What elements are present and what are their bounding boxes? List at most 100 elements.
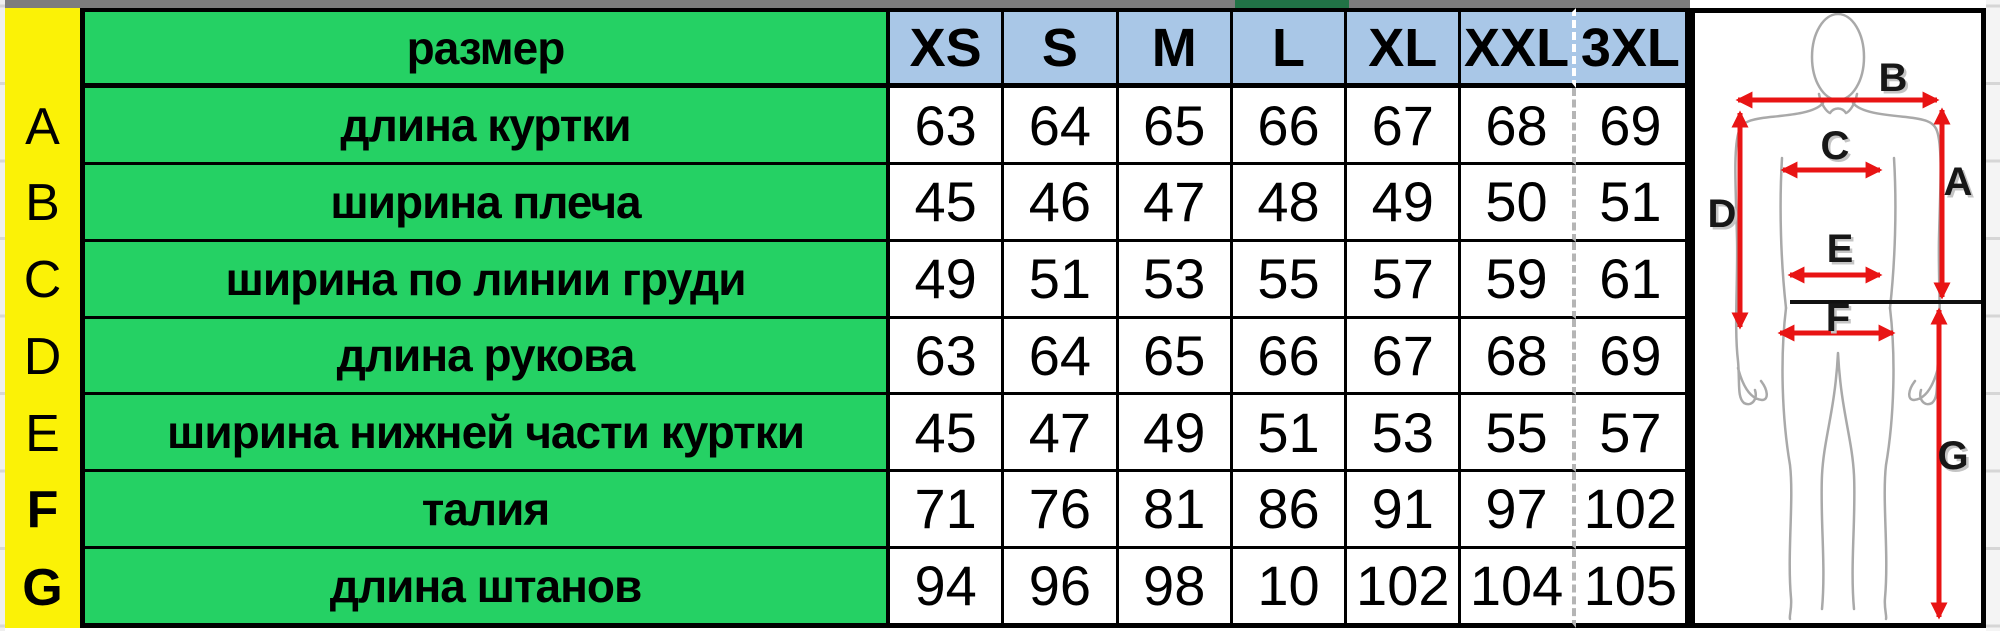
size-value-cell: 51 xyxy=(1575,164,1690,242)
measure-label-e: E xyxy=(1827,227,1854,271)
size-value-cell: 57 xyxy=(1575,395,1690,473)
row-letter-cell: B xyxy=(5,164,85,242)
figure-panel: B A C D E F G xyxy=(1690,8,1986,628)
row-letter-cell: E xyxy=(5,395,85,473)
measure-label-g: G xyxy=(1937,434,1968,478)
size-value-cell: 68 xyxy=(1461,88,1576,165)
size-value-cell: 46 xyxy=(1004,164,1119,242)
size-column-header-3xl: 3XL xyxy=(1575,8,1690,89)
size-value-cell: 63 xyxy=(890,88,1005,165)
size-value-cell: 55 xyxy=(1461,395,1576,473)
table-row-c: C ширина по линии груди 49 51 53 55 57 5… xyxy=(5,241,1690,319)
size-value-cell: 65 xyxy=(1118,88,1233,165)
size-column-header-m: M xyxy=(1118,8,1233,89)
size-value-cell: 57 xyxy=(1347,241,1462,319)
size-value-cell: 63 xyxy=(890,318,1005,396)
size-value-cell: 53 xyxy=(1347,395,1462,473)
size-value-cell: 69 xyxy=(1575,88,1690,165)
size-header-label: размер xyxy=(85,8,890,89)
measurement-label-cell: талия xyxy=(85,472,890,549)
size-value-cell: 81 xyxy=(1118,472,1233,549)
size-value-cell: 98 xyxy=(1118,548,1233,628)
size-value-cell: 47 xyxy=(1118,164,1233,242)
measure-label-b: B xyxy=(1879,56,1908,100)
size-value-cell: 64 xyxy=(1004,88,1119,165)
measure-label-f: F xyxy=(1826,296,1850,340)
corner-cell xyxy=(5,8,85,89)
size-value-cell: 65 xyxy=(1118,318,1233,396)
row-letter-cell: A xyxy=(5,88,85,165)
measurement-label-cell: длина куртки xyxy=(85,88,890,165)
table-row-f: F талия 71 76 81 86 91 97 102 xyxy=(5,472,1690,549)
measurement-label-cell: ширина по линии груди xyxy=(85,241,890,319)
measure-label-a: A xyxy=(1944,160,1973,204)
size-value-cell: 86 xyxy=(1232,472,1348,549)
left-arm-outline xyxy=(1734,101,1825,406)
legs-inner-outline xyxy=(1820,351,1856,611)
size-value-cell: 51 xyxy=(1232,395,1348,473)
size-value-cell: 64 xyxy=(1004,318,1119,396)
size-value-cell: 96 xyxy=(1004,548,1119,628)
size-value-cell: 51 xyxy=(1004,241,1119,319)
measurement-label-cell: ширина плеча xyxy=(85,164,890,242)
size-value-cell: 105 xyxy=(1575,548,1690,628)
top-edge-accent xyxy=(1235,0,1349,8)
size-column-header-s: S xyxy=(1004,8,1119,89)
size-value-cell: 61 xyxy=(1575,241,1690,319)
size-value-cell: 67 xyxy=(1347,318,1462,396)
table-row-d: D длина рукова 63 64 65 66 67 68 69 xyxy=(5,318,1690,396)
size-value-cell: 45 xyxy=(890,164,1005,242)
gridline-strip-right xyxy=(1986,0,2000,631)
size-value-cell: 94 xyxy=(890,548,1005,628)
measurement-label-cell: ширина нижней части куртки xyxy=(85,395,890,473)
size-column-header-xs: XS xyxy=(890,8,1005,89)
measurement-label-cell: длина штанов xyxy=(85,548,890,628)
size-value-cell: 50 xyxy=(1461,164,1576,242)
neck-outline xyxy=(1817,92,1859,115)
table-row-a: A длина куртки 63 64 65 66 67 68 69 xyxy=(5,88,1690,165)
size-value-cell: 69 xyxy=(1575,318,1690,396)
size-value-cell: 67 xyxy=(1347,88,1462,165)
size-value-cell: 97 xyxy=(1461,472,1576,549)
measure-label-c: C xyxy=(1821,124,1850,168)
size-chart: размер XS S M L XL XXL 3XL A длина куртк… xyxy=(5,8,1690,628)
size-value-cell: 68 xyxy=(1461,318,1576,396)
right-arm-outline xyxy=(1851,101,1942,406)
size-value-cell: 102 xyxy=(1575,472,1690,549)
legs-outer-outline xyxy=(1781,306,1895,621)
size-value-cell: 76 xyxy=(1004,472,1119,549)
size-column-header-xl: XL xyxy=(1347,8,1462,89)
size-value-cell: 48 xyxy=(1232,164,1348,242)
size-column-header-l: L xyxy=(1232,8,1348,89)
row-letter-cell: F xyxy=(5,472,85,549)
gridline-strip-left xyxy=(0,0,5,631)
row-letter-cell: D xyxy=(5,318,85,396)
size-value-cell: 49 xyxy=(1347,164,1462,242)
head-outline xyxy=(1810,13,1866,102)
size-value-cell: 102 xyxy=(1347,548,1462,628)
size-value-cell: 45 xyxy=(890,395,1005,473)
size-value-cell: 104 xyxy=(1461,548,1576,628)
size-value-cell: 53 xyxy=(1118,241,1233,319)
size-value-cell: 55 xyxy=(1232,241,1348,319)
measure-label-d: D xyxy=(1708,192,1737,236)
size-chart-table: размер XS S M L XL XXL 3XL A длина куртк… xyxy=(5,8,1690,628)
table-row-b: B ширина плеча 45 46 47 48 49 50 51 xyxy=(5,164,1690,242)
measurement-label-cell: длина рукова xyxy=(85,318,890,396)
table-row-g: G длина штанов 94 96 98 10 102 104 105 xyxy=(5,548,1690,628)
top-edge-strip xyxy=(0,0,1690,8)
size-value-cell: 47 xyxy=(1004,395,1119,473)
size-value-cell: 66 xyxy=(1232,318,1348,396)
table-row-e: E ширина нижней части куртки 45 47 49 51… xyxy=(5,395,1690,473)
size-value-cell: 66 xyxy=(1232,88,1348,165)
size-value-cell: 71 xyxy=(890,472,1005,549)
size-value-cell: 59 xyxy=(1461,241,1576,319)
size-value-cell: 10 xyxy=(1232,548,1348,628)
size-value-cell: 49 xyxy=(890,241,1005,319)
size-value-cell: 91 xyxy=(1347,472,1462,549)
body-measurement-diagram: B A C D E F G xyxy=(1708,13,1981,621)
size-column-header-xxl: XXL xyxy=(1461,8,1576,89)
size-value-cell: 49 xyxy=(1118,395,1233,473)
row-letter-cell: C xyxy=(5,241,85,319)
